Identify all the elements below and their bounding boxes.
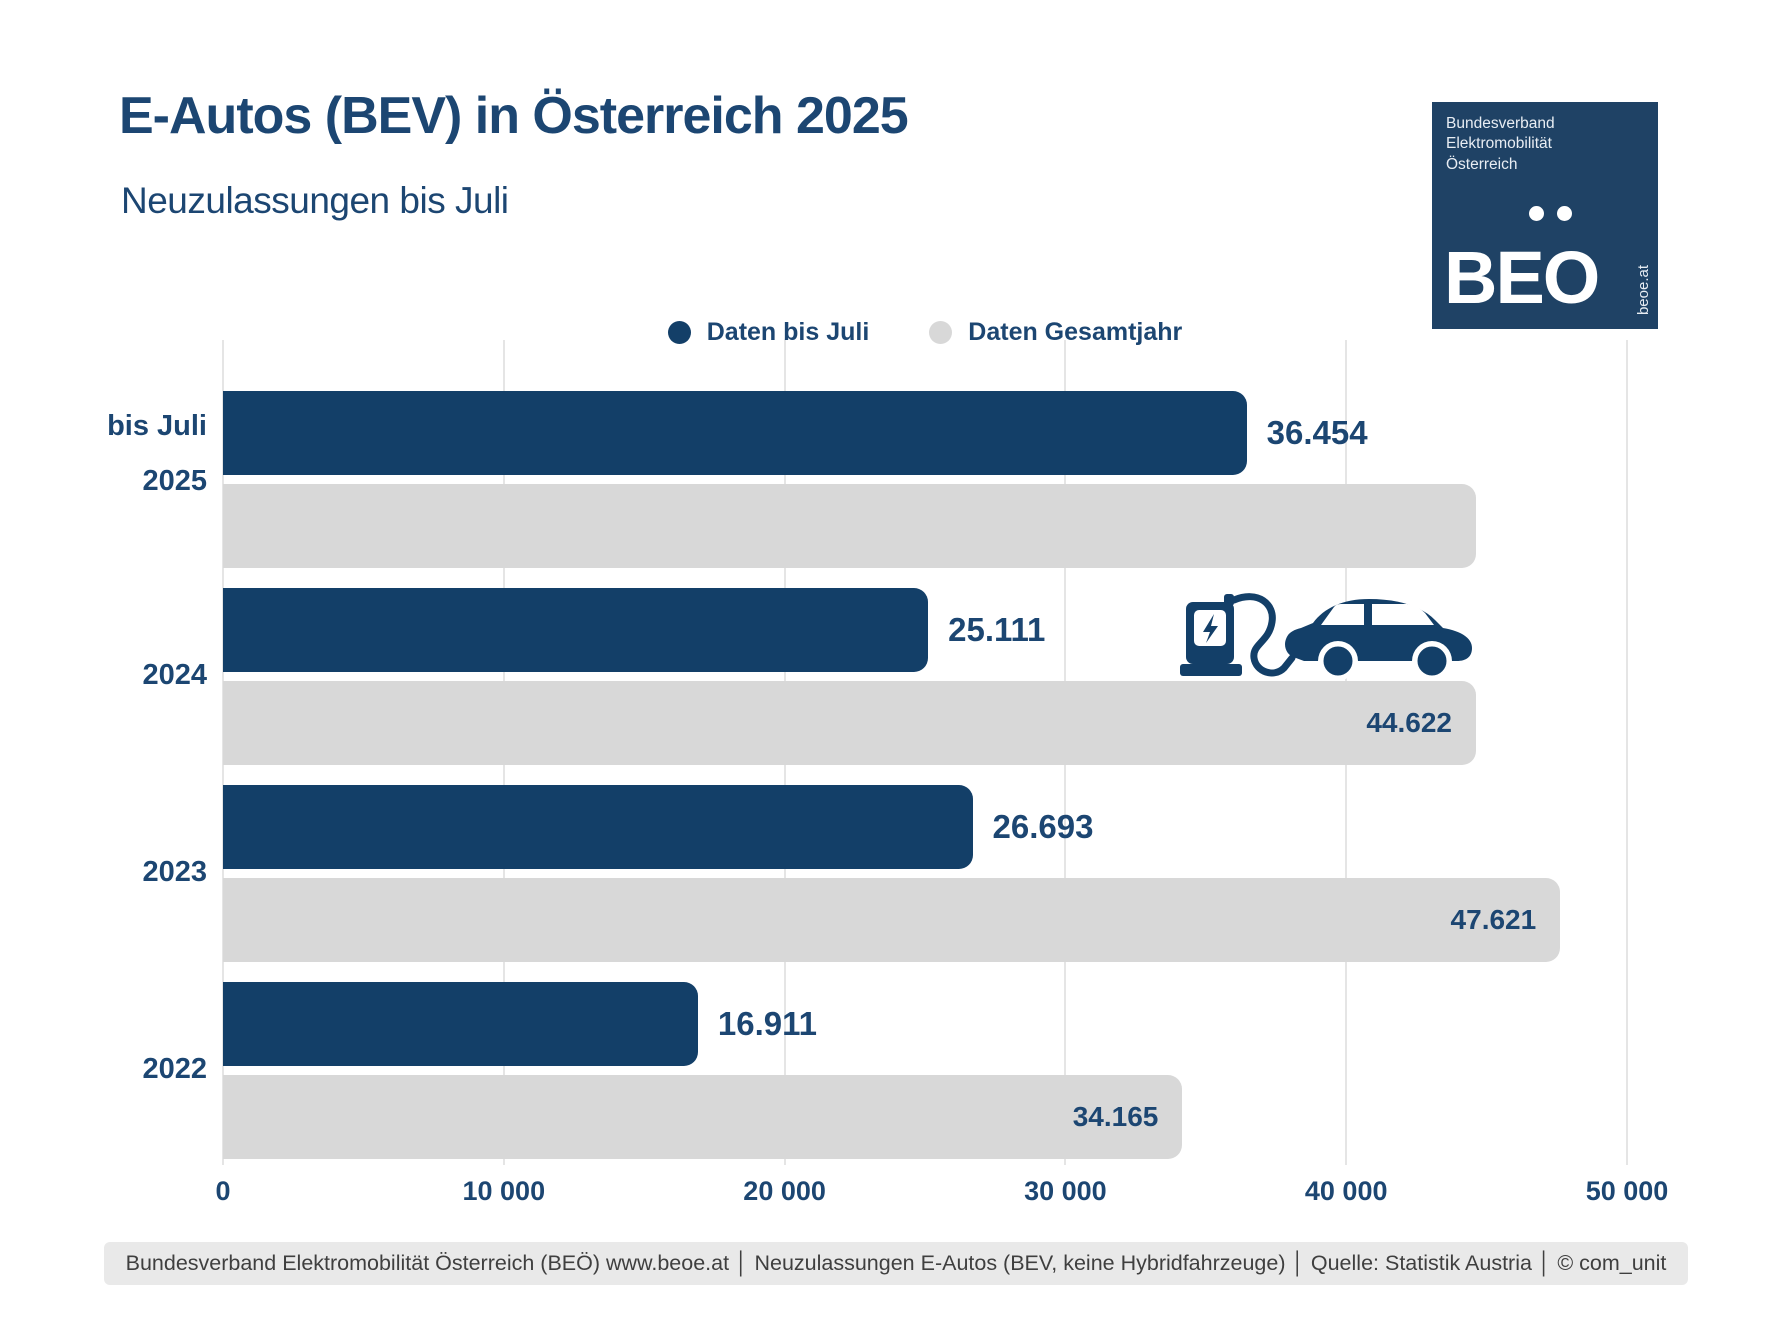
umlaut-dots-icon (1529, 206, 1572, 221)
value-label: 47.621 (1450, 904, 1537, 935)
dot-icon (1529, 206, 1544, 221)
bar-2023-gesamtjahr: 47.621 (223, 878, 1561, 962)
legend-label: Daten bis Juli (706, 318, 870, 346)
value-label: 26.693 (992, 808, 1094, 845)
bar-row-2024-bis-juli: 25.111 (223, 588, 1627, 672)
x-tick-10000: 10 000 (462, 1176, 546, 1206)
bar-2024-gesamtjahr: 44.622 (223, 681, 1476, 765)
footer-bar: Bundesverband Elektromobilität Österreic… (0, 1242, 1792, 1285)
bar-row-2022-bis-juli: 16.911 (223, 982, 1627, 1066)
bar-row-2025-gesamtjahr (223, 484, 1627, 568)
plot-area: bis Juli 2025 2024 2023 2022 36.454 25.1… (107, 340, 1628, 1165)
logo-org-line: Bundesverband (1446, 115, 1555, 132)
x-tick-50000: 50 000 (1585, 1176, 1669, 1206)
bar-2022-bis-juli (223, 982, 698, 1066)
dot-icon (1557, 206, 1572, 221)
y-label-2024: 2024 (142, 659, 207, 691)
bar-2025-bis-juli (223, 391, 1247, 475)
logo-acronym: BEO (1444, 236, 1600, 319)
bar-row-2022-gesamtjahr: 34.165 (223, 1075, 1627, 1159)
x-axis: 0 10 000 20 000 30 000 40 000 50 000 (215, 1176, 1668, 1216)
bar-row-2023-gesamtjahr: 47.621 (223, 878, 1627, 962)
x-tick-40000: 40 000 (1304, 1176, 1388, 1206)
value-label: 36.454 (1266, 414, 1368, 451)
y-label-2025: 2025 (142, 465, 207, 497)
y-label-2022: 2022 (142, 1053, 207, 1085)
value-label: 16.911 (717, 1005, 817, 1042)
y-label-2023: 2023 (142, 856, 207, 888)
logo-website: beoe.at (1635, 264, 1652, 315)
x-tick-20000: 20 000 (743, 1176, 826, 1206)
legend-item-bis-juli: Daten bis Juli (667, 318, 870, 347)
bar-row-2025-bis-juli: 36.454 (223, 391, 1627, 475)
chart-legend: Daten bis Juli Daten Gesamtjahr (223, 318, 1627, 347)
source-note: Bundesverband Elektromobilität Österreic… (103, 1242, 1689, 1285)
legend-label: Daten Gesamtjahr (968, 318, 1183, 346)
page-subtitle: Neuzulassungen bis Juli (121, 180, 509, 221)
bar-2025-gesamtjahr (223, 484, 1476, 568)
bar-row-2024-gesamtjahr: 44.622 (223, 681, 1627, 765)
bar-2022-gesamtjahr: 34.165 (223, 1075, 1183, 1159)
value-label: 44.622 (1366, 707, 1452, 738)
legend-dot-navy-icon (667, 321, 691, 344)
legend-dot-gray-icon (929, 321, 953, 344)
bar-2024-bis-juli (223, 588, 929, 672)
ev-charging-car-icon (1180, 593, 1472, 681)
legend-item-gesamtjahr: Daten Gesamtjahr (929, 318, 1182, 347)
x-tick-30000: 30 000 (1024, 1176, 1107, 1206)
beo-logo: Bundesverband Elektromobilität Österreic… (1432, 102, 1658, 329)
x-tick-0: 0 (215, 1176, 231, 1206)
logo-org-name: Bundesverband Elektromobilität Österreic… (1446, 114, 1555, 175)
bar-2023-bis-juli (223, 785, 973, 869)
gridline (1626, 340, 1628, 1165)
y-label-bis-juli: bis Juli (107, 410, 207, 442)
logo-org-line: Elektromobilität (1446, 135, 1552, 153)
value-label: 25.111 (948, 611, 1046, 648)
logo-org-line: Österreich (1446, 155, 1518, 173)
value-label: 34.165 (1072, 1101, 1159, 1132)
page-title: E-Autos (BEV) in Österreich 2025 (119, 87, 909, 145)
bar-row-2023-bis-juli: 26.693 (223, 785, 1627, 869)
